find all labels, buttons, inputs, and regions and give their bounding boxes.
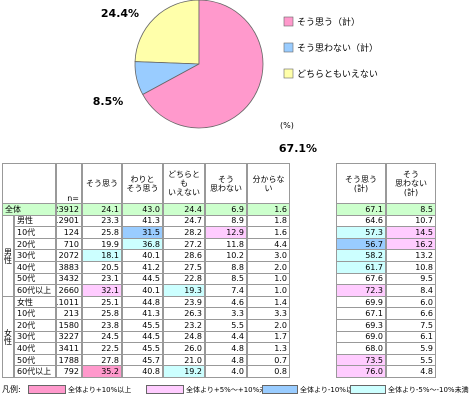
table-cell: 4.0 (205, 365, 247, 378)
header-cell: わりと そう思う (122, 163, 163, 204)
header-cell: n= (56, 163, 82, 204)
legend-swatch (283, 42, 294, 53)
value-label: 67.1% (279, 142, 317, 155)
legend-label: どちらともいえない (297, 69, 378, 80)
header-cell: そう思う (82, 163, 122, 204)
table-cell: 12901 (56, 214, 82, 228)
row-label: 60代以上 (14, 365, 56, 378)
legend-label: 全体より+10%以上 (68, 386, 132, 394)
table-cell: 4.8 (386, 365, 436, 378)
table-cell: 6.1 (386, 330, 436, 344)
table-cell: 43.0 (122, 203, 163, 216)
legend-label: 全体より-5%～-10%未満 (388, 386, 469, 394)
row-label: 40代 (14, 342, 56, 355)
value-label: 24.4% (101, 7, 139, 20)
group-label: 女性 (2, 295, 14, 378)
legend-label: 全体より+5%～+10%未満 (186, 386, 274, 394)
value-label: 8.5% (93, 95, 124, 108)
legend-label: 全体より-10%以下 (300, 386, 360, 394)
row-label: 30代 (14, 249, 56, 262)
table-cell: 40.8 (122, 365, 163, 378)
header-cell: そう思う (計) (336, 163, 386, 204)
header-cell: どちらとも いえない (163, 163, 205, 204)
legend-label: そう思う（計） (297, 16, 360, 28)
legend-swatch (283, 68, 294, 79)
table-cell: 41.3 (122, 214, 163, 228)
pie-chart: 24.4% 8.5% 67.1% (%) そう思う（計） そう思わない（計） どちら… (93, 0, 378, 155)
pie-slice (134, 0, 200, 65)
legend-swatch (350, 385, 386, 394)
group-label: 男性 (2, 214, 14, 297)
header-cell: そう 思わない (205, 163, 247, 204)
header-cell: そう 思わない (計) (386, 163, 436, 204)
header-cell: 分からない (247, 163, 290, 204)
legend-swatch (146, 385, 184, 394)
header-cell (2, 163, 56, 204)
legend-swatch (283, 16, 294, 27)
table-cell: 792 (56, 365, 82, 378)
legend-swatch (28, 385, 66, 394)
table-cell: 19.2 (163, 365, 205, 378)
table-cell: 0.8 (247, 365, 290, 378)
legend-swatch (262, 385, 298, 394)
legend-label: そう思わない（計） (297, 42, 378, 54)
table-cell: 35.2 (82, 365, 122, 378)
unit-label: (%) (280, 121, 294, 130)
pie-slice (142, 0, 264, 129)
legend-title: 凡例: (2, 385, 21, 394)
table-cell: 76.0 (336, 365, 386, 378)
